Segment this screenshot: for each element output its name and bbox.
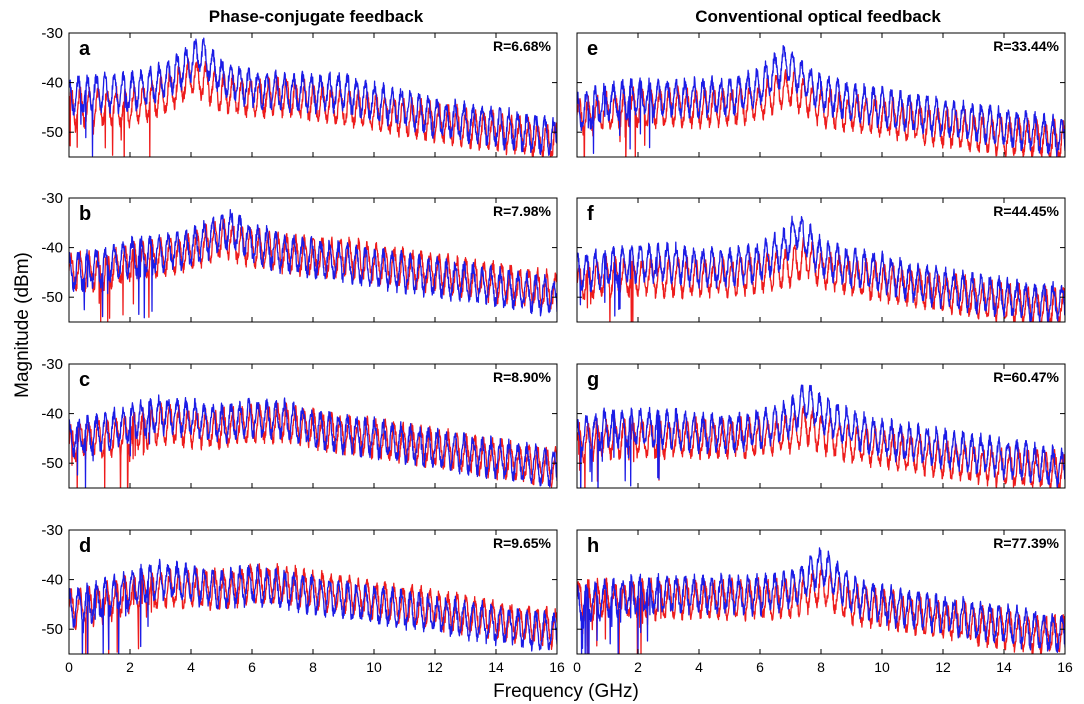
x-tick-label: 16 [549,659,565,675]
plot-area-h [577,547,1065,654]
series-line [69,394,557,488]
x-tick-label: 14 [996,659,1012,675]
y-tick-label: -50 [41,621,63,638]
panel-h: 0 2 4 6 8 10 12 14 16 h R=77.39% [573,529,1073,675]
reflectivity-label: R=6.68% [493,38,552,54]
y-tick-label: -40 [41,75,63,92]
panel-c: -30 -40 -50 c R=8.90% [41,356,558,489]
plot-frame [68,32,558,158]
panel-letter: h [587,535,599,557]
y-tick-label: -30 [41,522,63,539]
plot-area-b [69,208,557,322]
x-tick-label: 0 [573,659,581,675]
panel-d: 0 2 4 6 8 10 12 14 16 -30 -40 -50 d R=9.65% [41,522,565,675]
x-tick-label: 10 [874,659,890,675]
reflectivity-label: R=77.39% [993,535,1059,551]
y-tick-label: -30 [41,25,63,42]
plot-area-c [69,394,557,488]
panel-letter: c [79,369,90,391]
x-tick-label: 2 [126,659,134,675]
panel-letter: g [587,369,599,391]
series-line [69,558,557,654]
x-tick-label: 12 [427,659,443,675]
y-axis-title: Magnitude (dBm) [12,252,33,398]
y-tick-label: -50 [41,289,63,306]
x-axis-title: Frequency (GHz) [493,681,639,702]
reflectivity-label: R=8.90% [493,369,552,385]
series-line [69,218,557,322]
plot-area-g [577,384,1065,488]
reflectivity-label: R=60.47% [993,369,1059,385]
column-title-phase-conjugate: Phase-conjugate feedback [209,7,424,26]
series-line [69,402,557,488]
series-line [69,562,557,654]
panel-b: -30 -40 -50 b R=7.98% [41,190,558,323]
x-tick-label: 0 [65,659,73,675]
y-tick-label: -40 [41,572,63,589]
y-tick-label: -50 [41,124,63,141]
panel-letter: f [587,203,594,225]
reflectivity-label: R=7.98% [493,203,552,219]
x-tick-label: 16 [1057,659,1073,675]
y-tick-label: -50 [41,455,63,472]
x-tick-label: 4 [695,659,703,675]
x-tick-label: 6 [756,659,764,675]
panel-g: g R=60.47% [576,363,1066,489]
panels-group: -30 -40 -50 a R=6.68% -30 -40 -50 b R=7.98% -30 -40… [41,25,1073,675]
x-tick-label: 8 [309,659,317,675]
x-tick-label: 6 [248,659,256,675]
y-tick-label: -40 [41,240,63,257]
panel-letter: a [79,38,91,60]
x-tick-label: 10 [366,659,382,675]
y-tick-label: -30 [41,356,63,373]
panel-e: e R=33.44% [576,32,1066,158]
reflectivity-label: R=9.65% [493,535,552,551]
panel-letter: b [79,203,91,225]
plot-area-a [69,37,557,157]
plot-area-f [577,215,1065,322]
plot-area-d [69,558,557,654]
x-tick-label: 2 [634,659,642,675]
series-line [577,44,1065,157]
panel-a: -30 -40 -50 a R=6.68% [41,25,558,158]
plot-area-e [577,44,1065,157]
y-tick-label: -40 [41,406,63,423]
panel-f: f R=44.45% [576,197,1066,323]
x-tick-label: 12 [935,659,951,675]
x-tick-label: 8 [817,659,825,675]
reflectivity-label: R=44.45% [993,203,1059,219]
column-title-conventional: Conventional optical feedback [695,7,941,26]
panel-letter: e [587,38,598,60]
series-line [577,547,1065,654]
series-line [69,37,557,157]
series-line [577,384,1065,488]
y-tick-label: -30 [41,190,63,207]
panel-letter: d [79,535,91,557]
plot-frame [68,197,558,323]
x-tick-label: 4 [187,659,195,675]
reflectivity-label: R=33.44% [993,38,1059,54]
series-line [69,208,557,319]
x-tick-label: 14 [488,659,504,675]
series-line [577,215,1065,322]
